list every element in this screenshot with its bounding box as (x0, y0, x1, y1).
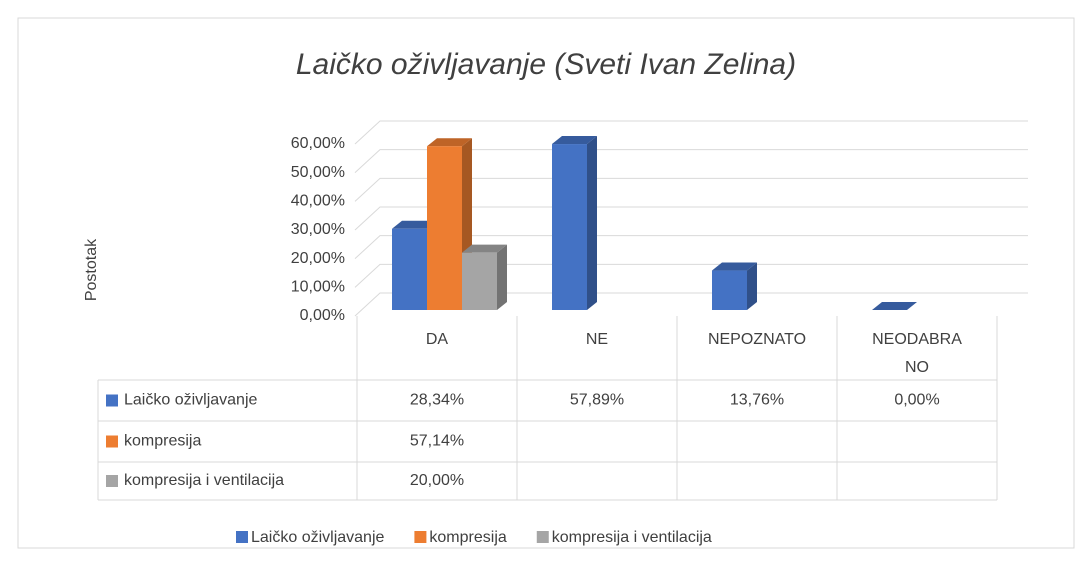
y-tick-label: 50,00% (291, 164, 345, 181)
bar-top (392, 220, 437, 229)
y-tick-label: 60,00% (291, 135, 345, 152)
bar-side (497, 244, 507, 310)
y-tick-label: 20,00% (291, 250, 345, 267)
bar-top (427, 138, 472, 147)
legend-swatch (414, 531, 427, 543)
grid-line (354, 177, 1028, 202)
x-tick-label-part: NO (905, 359, 929, 376)
chart-border (17, 17, 1075, 549)
bar-side (747, 262, 757, 310)
table-row-label: kompresija (124, 433, 201, 450)
legend-label: Laičko oživljavanje (251, 529, 385, 546)
legend-swatch (106, 475, 118, 487)
legend-swatch (536, 531, 549, 543)
x-tick-label: NEODABRA NO (872, 331, 962, 376)
legend-swatch (106, 435, 118, 448)
table-value: 0,00% (894, 392, 939, 409)
grid-line (354, 149, 1028, 174)
bar (712, 270, 747, 310)
table-value: 57,14% (410, 433, 464, 450)
x-tick-label-part: NE (586, 331, 608, 348)
y-tick-label: 0,00% (300, 307, 345, 324)
bar (427, 146, 462, 310)
table-value: 20,00% (410, 472, 464, 489)
bar-top (872, 302, 917, 310)
bar-side (587, 136, 597, 310)
y-tick-label: 10,00% (291, 279, 345, 296)
legend-label: kompresija (429, 529, 506, 546)
bar (462, 252, 497, 310)
grid-line (354, 263, 1028, 288)
x-tick-label: NEPOZNATO (708, 331, 806, 348)
x-tick-label-part: NEPOZNATO (708, 331, 806, 348)
grid-line (354, 120, 1028, 145)
y-tick-label: 30,00% (291, 221, 345, 238)
grid-line (354, 206, 1028, 231)
legend-swatch (106, 394, 118, 407)
bar (392, 228, 427, 310)
table-row-label: kompresija i ventilacija (124, 472, 284, 489)
x-tick-label-part: DA (426, 331, 449, 348)
bar-top (552, 136, 597, 145)
legend-label: kompresija i ventilacija (552, 529, 712, 546)
table-value: 13,76% (730, 392, 784, 409)
table-value: 28,34% (410, 392, 464, 409)
x-tick-label: DA (426, 331, 449, 348)
grid-line (354, 292, 1028, 317)
bar-top (462, 244, 507, 253)
bar-top (712, 262, 757, 271)
chart-title: Laičko oživljavanje (Sveti Ivan Zelina) (296, 48, 796, 81)
bar (552, 144, 587, 310)
y-axis-label: Postotak (83, 238, 100, 301)
legend-swatch (236, 531, 248, 543)
x-tick-label-part: NEODABRA (872, 331, 962, 348)
grid-line (354, 235, 1028, 260)
table-row-label: Laičko oživljavanje (124, 392, 258, 409)
y-tick-label: 40,00% (291, 193, 345, 210)
x-tick-label: NE (586, 331, 608, 348)
table-value: 57,89% (570, 392, 624, 409)
